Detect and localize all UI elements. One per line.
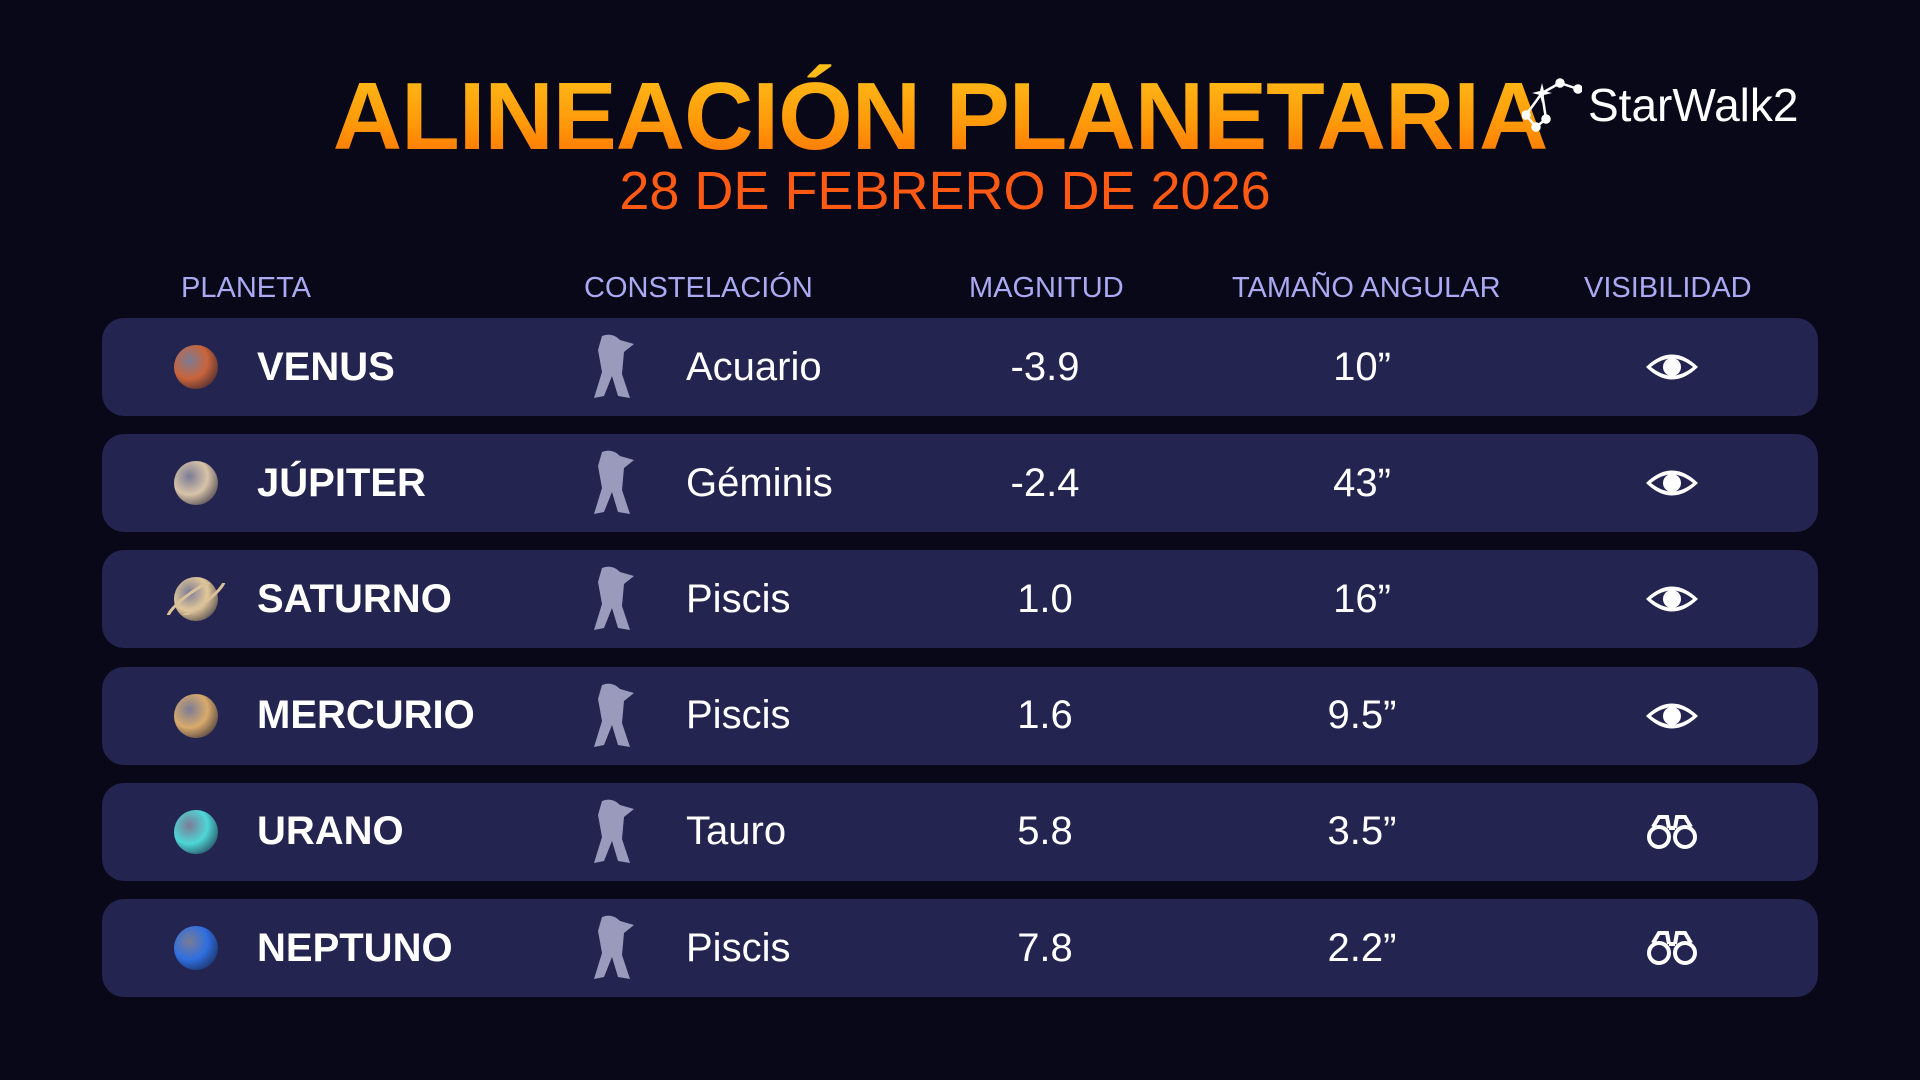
planet-name: VENUS [257, 344, 395, 389]
table-row: URANO Tauro 5.8 3.5” [102, 782, 1818, 881]
planet-name: MERCURIO [257, 693, 475, 738]
angular-size-value: 9.5” [1327, 693, 1397, 738]
angular-size-value: 43” [1333, 460, 1391, 505]
starwalk-logo: StarWalk2 [1522, 75, 1798, 135]
constellation-name: Piscis [686, 925, 791, 970]
binoculars-icon [1622, 783, 1722, 881]
page-title: ALINEACIÓN PLANETARIA [0, 62, 1920, 172]
constellation-name: Piscis [686, 693, 791, 738]
eye-icon [1622, 550, 1722, 648]
constellation-figure-icon [594, 450, 634, 515]
planet-icon [174, 809, 218, 854]
constellation-name: Tauro [686, 809, 787, 854]
magnitude-value: -2.4 [1010, 460, 1080, 505]
binoculars-icon [1622, 899, 1722, 997]
magnitude-value: 5.8 [1017, 809, 1073, 854]
date-subtitle: 28 DE FEBRERO DE 2026 [619, 161, 1271, 221]
angular-size-value: 16” [1333, 576, 1391, 621]
table-row: VENUS Acuario -3.9 10” [102, 318, 1818, 416]
planet-name: SATURNO [257, 576, 452, 621]
planet-icon [174, 345, 218, 389]
angular-size-value: 2.2” [1327, 925, 1397, 970]
constellation-name: Acuario [686, 344, 822, 389]
header-constellation: CONSTELACIÓN [584, 272, 813, 304]
table-row: NEPTUNO Piscis 7.8 2.2” [102, 899, 1818, 997]
table-row: SATURNO Piscis 1.0 16” [102, 550, 1818, 649]
eye-icon [1622, 667, 1722, 765]
eye-icon [1622, 318, 1722, 416]
header-visibility: VISIBILIDAD [1584, 272, 1752, 304]
constellation-logo-icon [1522, 78, 1582, 132]
planet-name: URANO [257, 809, 404, 854]
magnitude-value: 1.0 [1017, 576, 1073, 621]
angular-size-value: 10” [1333, 344, 1391, 389]
planet-name: JÚPITER [257, 460, 426, 505]
table-row: JÚPITER Géminis -2.4 43” [102, 434, 1818, 533]
planet-icon [174, 461, 218, 506]
header-angular-size: TAMAÑO ANGULAR [1232, 272, 1501, 304]
planet-icon [174, 693, 218, 738]
constellation-figure-icon [594, 799, 634, 863]
constellation-name: Piscis [686, 576, 791, 621]
magnitude-value: 1.6 [1017, 693, 1073, 738]
header-planet: PLANETA [181, 272, 312, 304]
magnitude-value: 7.8 [1017, 925, 1073, 970]
constellation-figure-icon [594, 567, 634, 631]
planet-icon [166, 577, 226, 622]
eye-icon [1622, 434, 1722, 532]
planet-icon [174, 926, 218, 970]
magnitude-value: -3.9 [1010, 344, 1080, 389]
planet-name: NEPTUNO [257, 925, 453, 970]
constellation-figure-icon [594, 683, 634, 747]
constellation-figure-icon [594, 915, 634, 979]
constellation-name: Géminis [686, 460, 833, 505]
table-row: MERCURIO Piscis 1.6 9.5” [102, 666, 1818, 765]
header-magnitude: MAGNITUD [969, 272, 1124, 304]
constellation-figure-icon [594, 334, 634, 398]
logo-text: StarWalk2 [1588, 79, 1799, 131]
angular-size-value: 3.5” [1327, 809, 1397, 854]
